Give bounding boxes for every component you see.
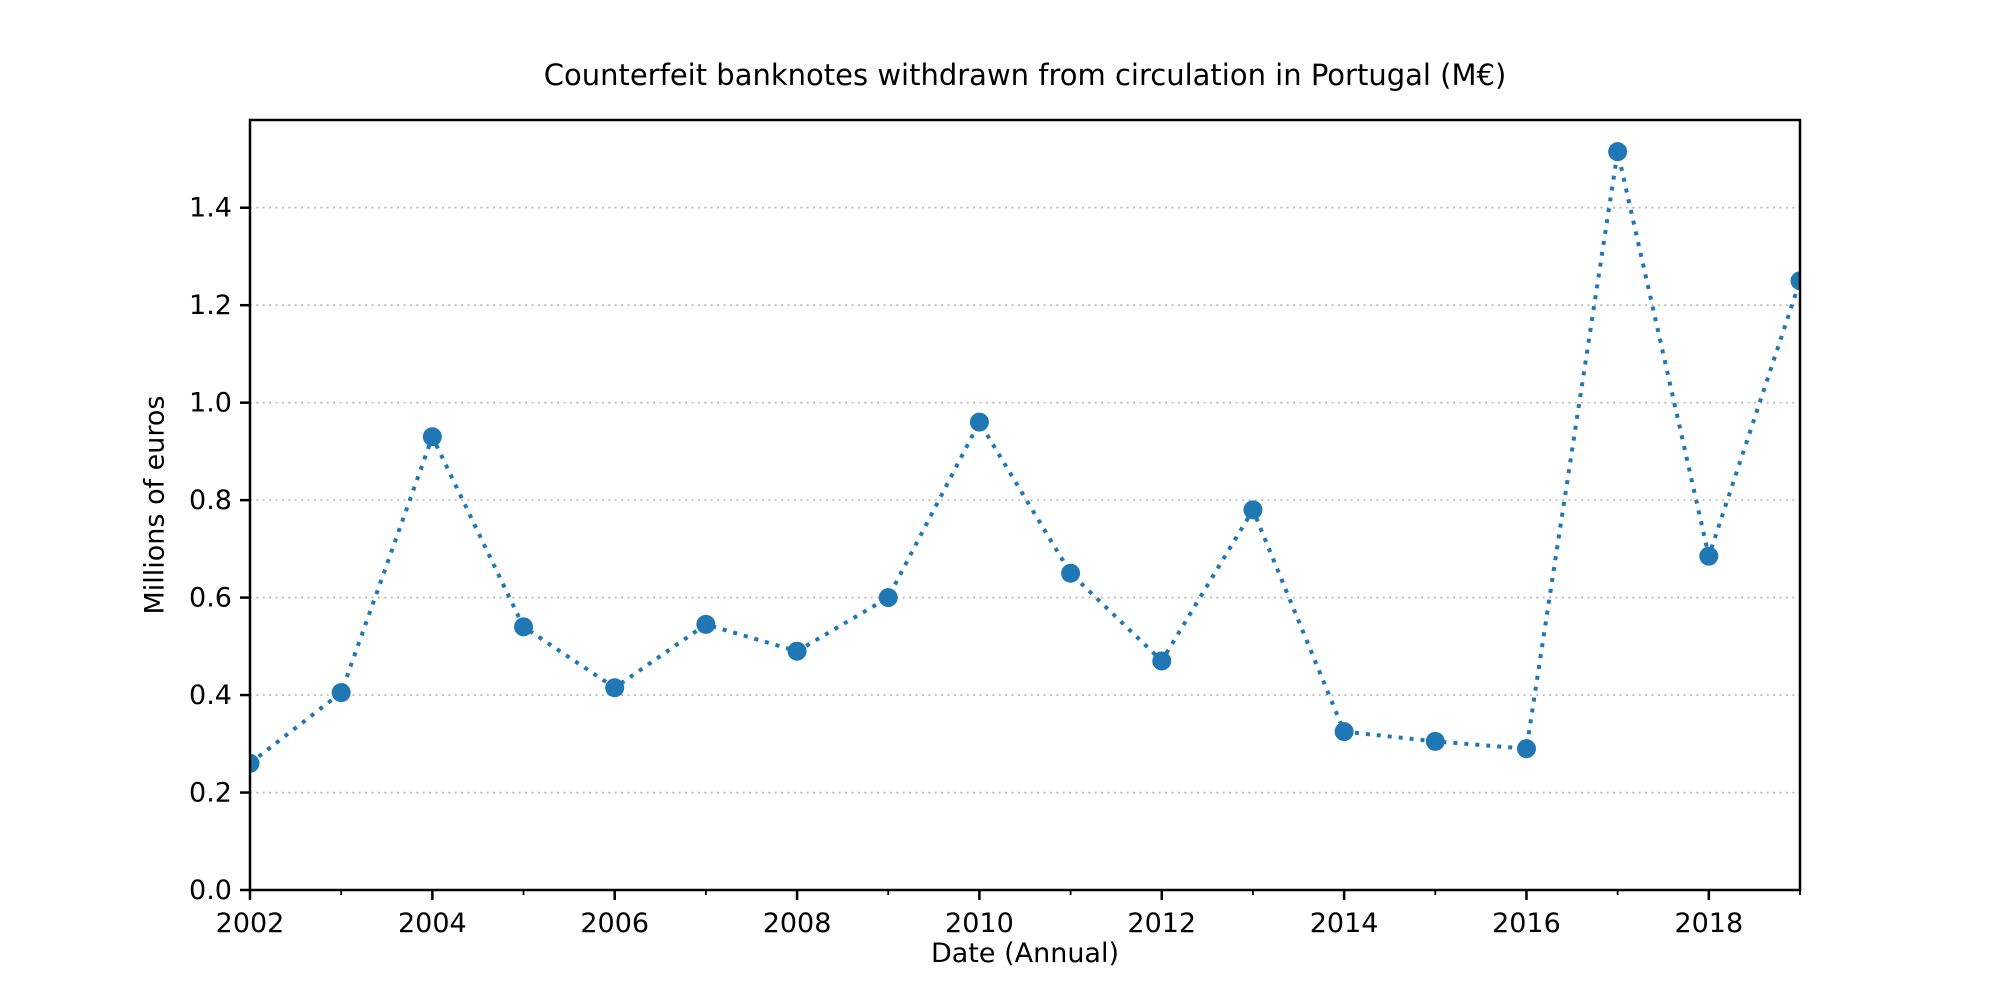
data-point-marker xyxy=(1699,546,1719,566)
trend-line xyxy=(250,151,1800,765)
y-tick-label: 1.4 xyxy=(189,193,232,224)
data-point-marker xyxy=(787,641,807,661)
y-axis-label: Millions of euros xyxy=(139,395,171,615)
x-tick-label: 2006 xyxy=(580,908,649,939)
data-point-marker xyxy=(605,678,625,698)
data-point-marker xyxy=(1334,722,1354,742)
data-point-marker xyxy=(969,412,989,432)
data-point-marker xyxy=(1061,563,1081,583)
data-point-marker xyxy=(1152,651,1172,671)
data-point-marker xyxy=(1516,739,1536,759)
data-point-marker xyxy=(1425,731,1445,751)
data-point-marker xyxy=(878,588,898,608)
data-point-marker xyxy=(422,427,442,447)
data-point-marker xyxy=(514,617,534,637)
chart-title: Counterfeit banknotes withdrawn from cir… xyxy=(543,58,1507,92)
data-point-marker xyxy=(1790,271,1800,291)
x-tick-label: 2010 xyxy=(945,908,1014,939)
x-tick-label: 2016 xyxy=(1492,908,1561,939)
y-tick-label: 0.0 xyxy=(189,875,232,906)
data-point-marker xyxy=(1243,500,1263,520)
x-tick-label: 2018 xyxy=(1674,908,1743,939)
x-tick-label: 2002 xyxy=(216,908,285,939)
data-point-marker xyxy=(696,614,716,634)
y-tick-label: 0.4 xyxy=(189,680,232,711)
x-tick-label: 2008 xyxy=(763,908,832,939)
data-point-marker xyxy=(1608,142,1628,162)
x-tick-label: 2004 xyxy=(398,908,467,939)
data-point-marker xyxy=(331,683,351,703)
y-tick-label: 1.2 xyxy=(189,290,232,321)
y-tick-label: 0.8 xyxy=(189,485,232,516)
x-axis-label: Date (Annual) xyxy=(930,938,1120,969)
data-point-marker xyxy=(250,753,260,773)
y-tick-label: 0.6 xyxy=(189,583,232,614)
axes-frame xyxy=(248,118,1802,892)
x-tick-label: 2012 xyxy=(1127,908,1196,939)
y-tick-label: 1.0 xyxy=(189,388,232,419)
x-tick-label: 2014 xyxy=(1310,908,1379,939)
y-tick-label: 0.2 xyxy=(189,778,232,809)
